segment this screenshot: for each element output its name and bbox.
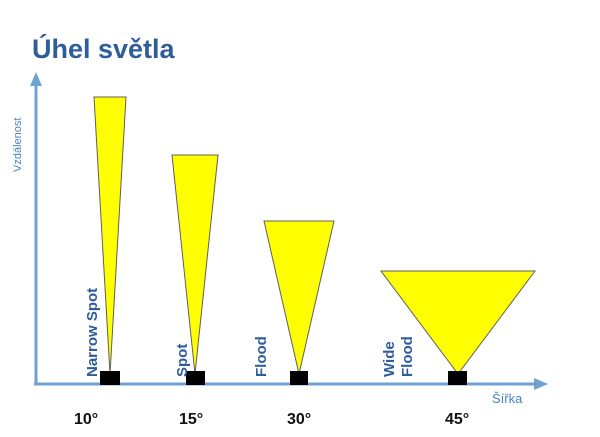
beam-narrow-spot: Narrow Spot 10° [74, 96, 127, 428]
light-source [186, 371, 205, 385]
y-axis-arrow [30, 72, 42, 86]
beam-label: Spot [174, 344, 191, 377]
beam-label: Flood [253, 336, 270, 377]
beam-flood: Flood 30° [253, 220, 335, 428]
light-source [448, 371, 467, 385]
beam-label-line-2: Flood [399, 336, 416, 377]
beam-angle: 45° [445, 411, 469, 428]
x-axis-arrow [534, 378, 548, 390]
beam-cone [171, 154, 219, 375]
light-source [100, 371, 120, 385]
beam-label: Narrow Spot [84, 288, 101, 377]
x-axis-label: Šířka [492, 391, 523, 406]
beam-cone [93, 96, 127, 375]
beam-cone [380, 270, 536, 375]
beam-spot: Spot 15° [171, 154, 219, 428]
page-title: Úhel světla [32, 34, 175, 64]
beam-label-line-1: Wide [381, 341, 398, 377]
y-axis-label: Vzdálenost [12, 118, 24, 172]
beam-angle: 10° [74, 411, 98, 428]
beam-wide-flood: Wide Flood 45° [380, 270, 536, 428]
beam-angle: 15° [179, 411, 203, 428]
beam-angle: 30° [287, 411, 311, 428]
beam-cone [263, 220, 335, 375]
light-source [290, 371, 308, 385]
